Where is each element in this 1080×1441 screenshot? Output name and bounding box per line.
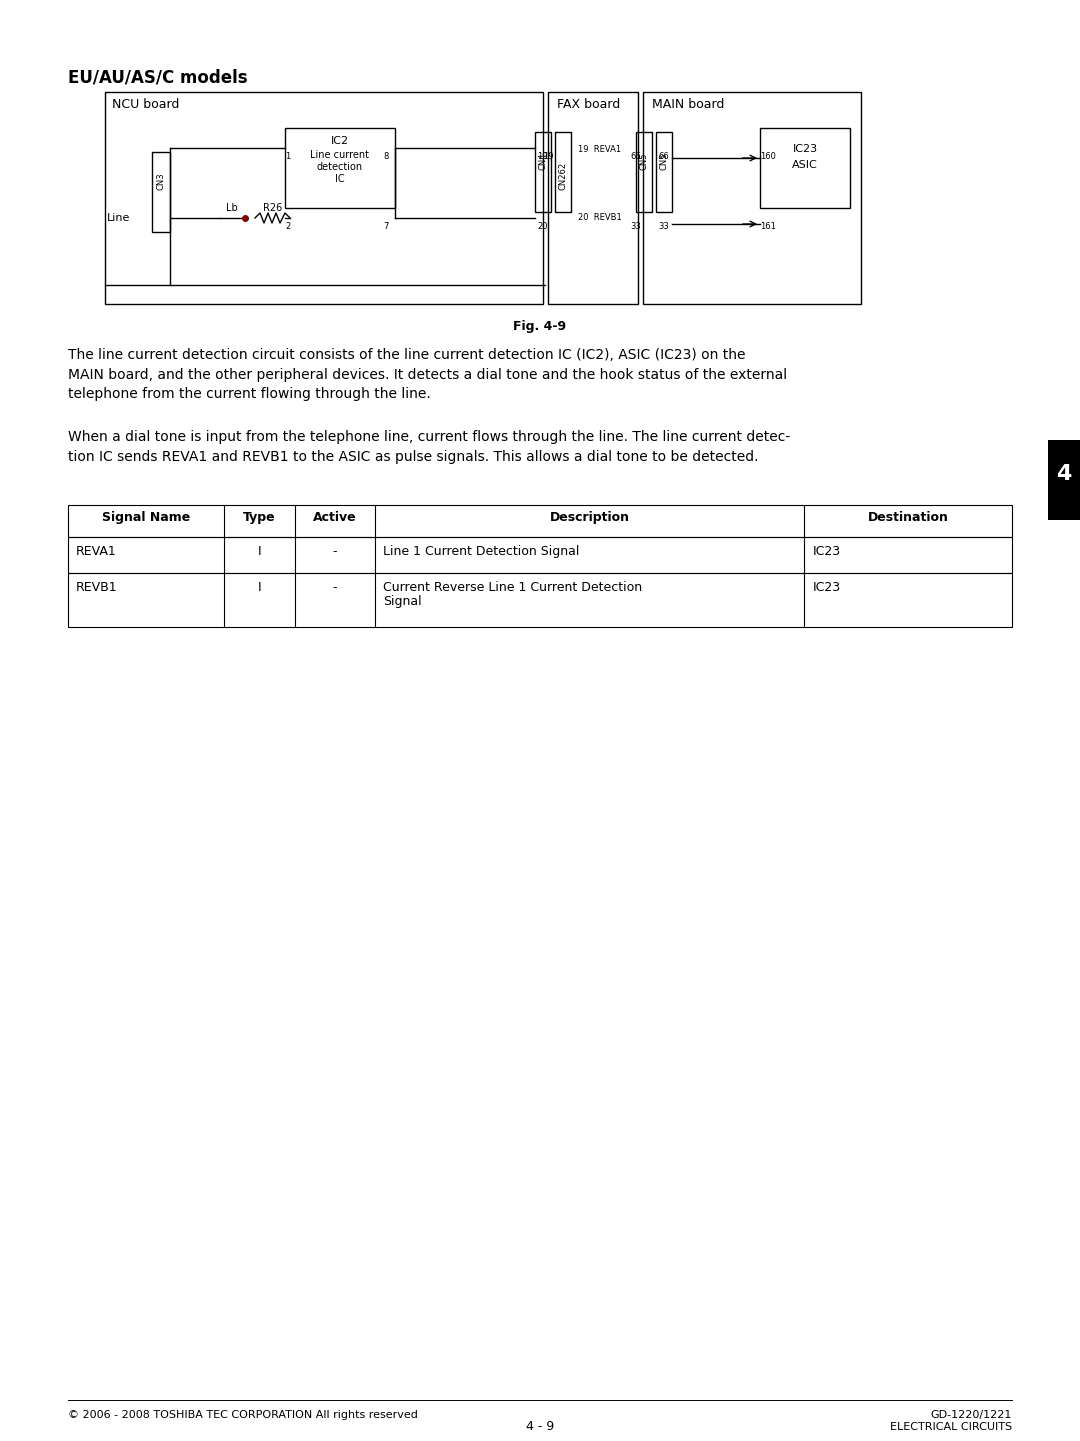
Text: Type: Type xyxy=(243,512,275,525)
Bar xyxy=(555,133,571,212)
Text: CN5: CN5 xyxy=(639,151,648,170)
Bar xyxy=(152,151,170,232)
Text: GD-1220/1221: GD-1220/1221 xyxy=(931,1409,1012,1419)
Text: 160: 160 xyxy=(760,151,775,161)
Text: 4: 4 xyxy=(1056,464,1071,484)
Bar xyxy=(285,128,395,208)
Text: I: I xyxy=(257,545,261,558)
Text: CN262: CN262 xyxy=(558,161,567,190)
Text: Line 1 Current Detection Signal: Line 1 Current Detection Signal xyxy=(382,545,579,558)
Text: 7: 7 xyxy=(383,222,389,231)
Text: CN5: CN5 xyxy=(660,151,669,170)
Text: 2: 2 xyxy=(285,222,291,231)
Text: Current Reverse Line 1 Current Detection: Current Reverse Line 1 Current Detection xyxy=(382,581,642,594)
Text: Active: Active xyxy=(313,512,356,525)
Text: When a dial tone is input from the telephone line, current flows through the lin: When a dial tone is input from the telep… xyxy=(68,429,791,464)
Text: 33: 33 xyxy=(630,222,640,231)
Text: R26: R26 xyxy=(264,203,283,213)
Text: MAIN board: MAIN board xyxy=(652,98,725,111)
Text: 161: 161 xyxy=(760,222,775,231)
Text: ASIC: ASIC xyxy=(792,160,818,170)
Text: Line current: Line current xyxy=(311,150,369,160)
Text: 1: 1 xyxy=(285,151,291,161)
Text: IC23: IC23 xyxy=(812,545,840,558)
Text: CN4: CN4 xyxy=(539,151,548,170)
Text: NCU board: NCU board xyxy=(112,98,179,111)
Text: IC23: IC23 xyxy=(812,581,840,594)
Bar xyxy=(535,133,551,212)
Text: 66: 66 xyxy=(658,151,669,161)
Text: Line: Line xyxy=(107,213,131,223)
Text: FAX board: FAX board xyxy=(557,98,620,111)
Text: REVA1: REVA1 xyxy=(76,545,117,558)
Bar xyxy=(68,504,1012,537)
Bar xyxy=(760,128,850,208)
Text: 8: 8 xyxy=(383,151,389,161)
Text: -: - xyxy=(333,581,337,594)
Text: 66: 66 xyxy=(630,151,640,161)
Bar xyxy=(643,92,861,304)
Text: 20  REVB1: 20 REVB1 xyxy=(578,213,622,222)
Text: ELECTRICAL CIRCUITS: ELECTRICAL CIRCUITS xyxy=(890,1422,1012,1432)
Bar xyxy=(105,92,543,304)
Bar xyxy=(636,133,652,212)
Text: 19: 19 xyxy=(543,151,554,161)
Text: detection: detection xyxy=(316,161,363,171)
Text: © 2006 - 2008 TOSHIBA TEC CORPORATION All rights reserved: © 2006 - 2008 TOSHIBA TEC CORPORATION Al… xyxy=(68,1409,418,1419)
Bar xyxy=(68,537,1012,574)
Bar xyxy=(548,92,638,304)
Text: -: - xyxy=(333,545,337,558)
Text: REVB1: REVB1 xyxy=(76,581,118,594)
Bar xyxy=(656,133,672,212)
Text: EU/AU/AS/C models: EU/AU/AS/C models xyxy=(68,68,247,86)
Text: The line current detection circuit consists of the line current detection IC (IC: The line current detection circuit consi… xyxy=(68,347,787,401)
Text: Destination: Destination xyxy=(867,512,948,525)
Bar xyxy=(1048,440,1080,520)
Text: IC23: IC23 xyxy=(793,144,818,154)
Text: Fig. 4-9: Fig. 4-9 xyxy=(513,320,567,333)
Text: Signal: Signal xyxy=(382,595,421,608)
Text: CN3: CN3 xyxy=(157,171,165,190)
Text: 20: 20 xyxy=(537,222,548,231)
Text: Description: Description xyxy=(550,512,630,525)
Text: 4 - 9: 4 - 9 xyxy=(526,1419,554,1432)
Text: Lb: Lb xyxy=(226,203,238,213)
Text: 33: 33 xyxy=(658,222,669,231)
Text: Signal Name: Signal Name xyxy=(102,512,190,525)
Text: 19: 19 xyxy=(537,151,548,161)
Text: IC2: IC2 xyxy=(330,135,349,146)
Text: IC: IC xyxy=(335,174,345,184)
Bar xyxy=(68,574,1012,627)
Text: 19  REVA1: 19 REVA1 xyxy=(578,146,621,154)
Text: I: I xyxy=(257,581,261,594)
